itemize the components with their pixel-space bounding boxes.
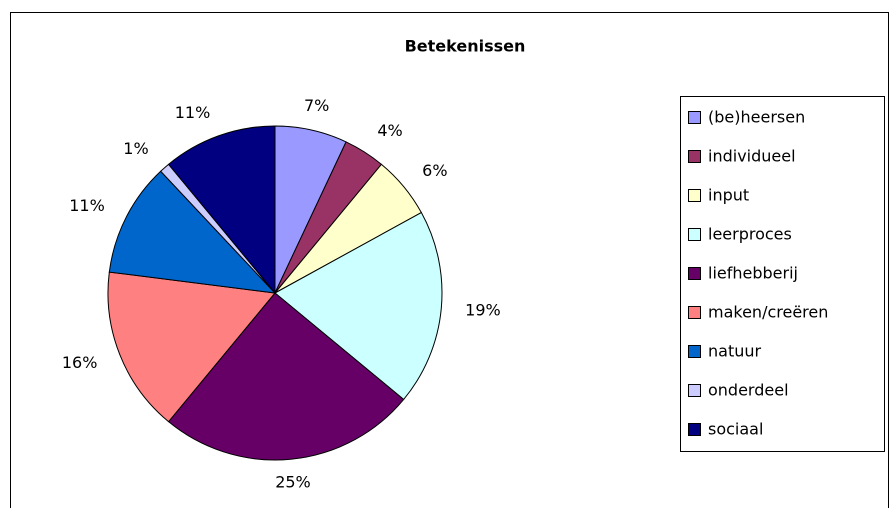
legend-label: sociaal — [708, 420, 763, 439]
legend-label: liefhebberij — [708, 264, 798, 283]
data-label: 16% — [62, 353, 98, 372]
pie-slice — [108, 170, 277, 294]
pie-slice — [107, 271, 276, 423]
data-label: 19% — [465, 300, 501, 319]
data-label: 6% — [422, 161, 447, 180]
legend-swatch — [688, 306, 701, 319]
legend-swatch — [688, 384, 701, 397]
legend-label: (be)heersen — [708, 108, 805, 127]
pie-slice — [167, 292, 405, 461]
legend-label: maken/creëren — [708, 303, 828, 322]
legend-swatch — [688, 189, 701, 202]
data-label: 7% — [304, 96, 329, 115]
legend-label: natuur — [708, 342, 762, 361]
legend-label: leerproces — [708, 225, 792, 244]
chart-title: Betekenissen — [405, 37, 526, 56]
legend-swatch — [688, 267, 701, 280]
data-label: 4% — [377, 121, 402, 140]
legend-swatch — [688, 111, 701, 124]
data-label: 11% — [175, 103, 211, 122]
data-label: 1% — [123, 139, 148, 158]
legend-label: onderdeel — [708, 381, 789, 400]
chart-border — [10, 12, 889, 508]
legend-swatch — [688, 228, 701, 241]
pie-slice — [167, 125, 276, 295]
legend-swatch — [688, 423, 701, 436]
data-label: 11% — [69, 196, 105, 215]
pie-slice — [274, 211, 443, 401]
data-label: 25% — [275, 473, 311, 492]
legend — [680, 96, 885, 452]
legend-swatch — [688, 345, 701, 358]
legend-label: input — [708, 186, 749, 205]
legend-swatch — [688, 150, 701, 163]
legend-label: individueel — [708, 147, 796, 166]
